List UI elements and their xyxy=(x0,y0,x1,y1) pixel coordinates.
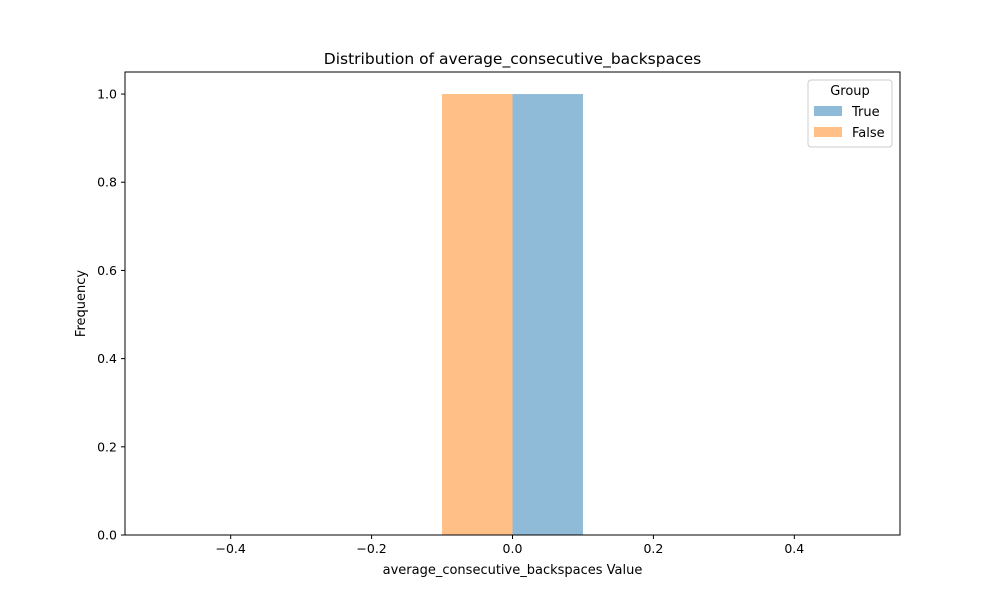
y-tick-label: 1.0 xyxy=(97,87,117,102)
x-ticks-group: −0.4 −0.2 0.0 0.2 0.4 xyxy=(216,535,804,556)
x-tick-label: 0.0 xyxy=(503,541,523,556)
legend-swatch-true xyxy=(814,106,842,116)
y-axis-label: Frequency xyxy=(74,270,89,337)
legend: Group True False xyxy=(807,79,893,148)
x-tick-label: 0.2 xyxy=(643,541,663,556)
legend-label-true: True xyxy=(851,105,880,120)
bar-true-0 xyxy=(512,94,583,536)
y-tick-label: 0.4 xyxy=(97,351,117,366)
y-tick-label: 0.2 xyxy=(97,439,117,454)
chart-title: Distribution of average_consecutive_back… xyxy=(324,50,701,69)
bar-false-0 xyxy=(442,94,513,536)
y-tick-label: 0.8 xyxy=(97,175,117,190)
x-tick-label: −0.2 xyxy=(356,541,386,556)
x-tick-label: −0.4 xyxy=(216,541,246,556)
y-tick-label: 0.0 xyxy=(97,528,117,543)
legend-label-false: False xyxy=(852,126,885,141)
x-axis-label: average_consecutive_backspaces Value xyxy=(383,563,643,578)
x-tick-label: 0.4 xyxy=(784,541,804,556)
bars-group xyxy=(442,94,583,536)
y-ticks-group: 0.0 0.2 0.4 0.6 0.8 1.0 xyxy=(97,87,125,543)
legend-swatch-false xyxy=(814,127,842,137)
y-tick-label: 0.6 xyxy=(97,263,117,278)
legend-title: Group xyxy=(830,84,870,99)
